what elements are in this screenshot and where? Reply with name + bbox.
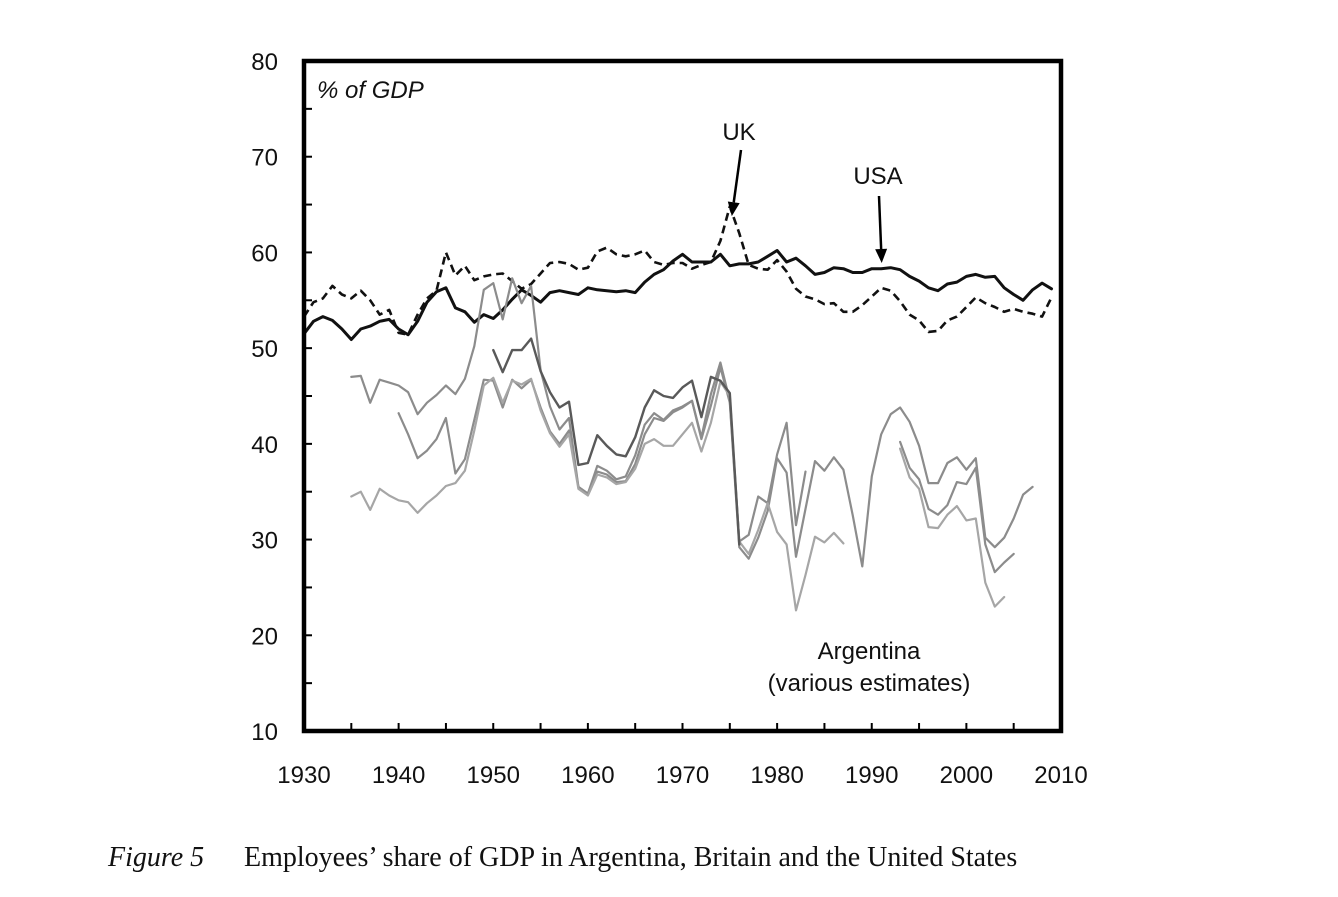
series-line-1 bbox=[302, 205, 1053, 337]
usa-arrow bbox=[875, 195, 888, 263]
series-line-3 bbox=[397, 366, 1034, 568]
annotation-uk: UK bbox=[722, 119, 755, 146]
y-tick-label: 60 bbox=[251, 240, 278, 267]
y-tick-label: 10 bbox=[251, 719, 278, 746]
x-tick-label: 1950 bbox=[467, 762, 520, 789]
figure-caption: Figure 5 Employees’ share of GDP in Argen… bbox=[108, 842, 1017, 874]
series-line-6 bbox=[898, 440, 1015, 574]
caption-text: Employees’ share of GDP in Argentina, Br… bbox=[244, 842, 1018, 873]
figure-label: Figure 5 bbox=[108, 842, 205, 873]
series-line-0 bbox=[302, 249, 1053, 341]
series-line-4 bbox=[350, 376, 845, 612]
x-tick-label: 1960 bbox=[561, 762, 614, 789]
x-tick-label: 1940 bbox=[372, 762, 425, 789]
y-tick-label: 20 bbox=[251, 623, 278, 650]
x-tick-label: 1990 bbox=[845, 762, 898, 789]
unit-label: % of GDP bbox=[317, 77, 424, 104]
annotation-various-estimates: (various estimates) bbox=[768, 670, 971, 697]
series-line-5 bbox=[492, 337, 741, 546]
x-tick-label: 1980 bbox=[750, 762, 803, 789]
y-tick-label: 80 bbox=[251, 49, 278, 76]
x-tick-label: 1930 bbox=[277, 762, 330, 789]
x-tick-label: 1970 bbox=[656, 762, 709, 789]
series-layer bbox=[302, 205, 1053, 612]
y-tick-label: 40 bbox=[251, 432, 278, 459]
y-tick-label: 70 bbox=[251, 145, 278, 172]
plot-frame bbox=[301, 58, 1064, 734]
x-tick-label: 2000 bbox=[940, 762, 993, 789]
uk-arrow bbox=[727, 149, 743, 217]
annotation-layer: UK USA Argentina (various estimates) bbox=[722, 119, 970, 697]
ticks-layer: 1930 1940 1950 1960 1970 1980 1990 2000 2010 10 20… bbox=[251, 49, 1087, 789]
annotation-usa: USA bbox=[853, 163, 902, 190]
annotation-argentina: Argentina bbox=[818, 638, 921, 665]
y-tick-label: 30 bbox=[251, 528, 278, 555]
x-tick-label: 2010 bbox=[1034, 762, 1087, 789]
series-line-7 bbox=[898, 447, 1006, 608]
y-tick-label: 50 bbox=[251, 336, 278, 363]
